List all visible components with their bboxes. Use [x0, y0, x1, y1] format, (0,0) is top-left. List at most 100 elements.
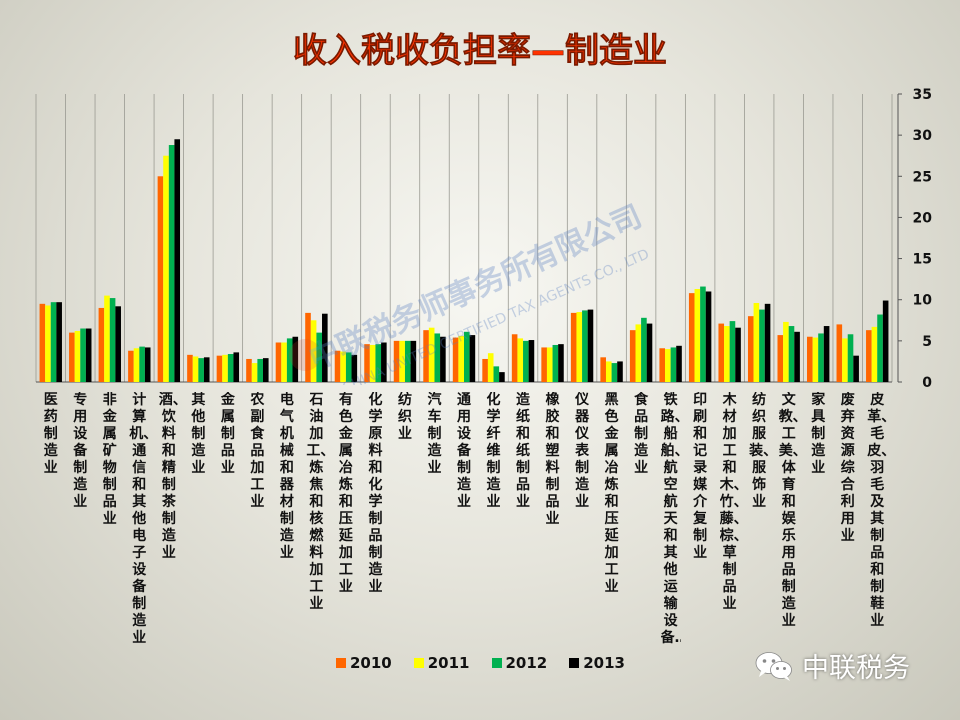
bar-2012-7	[257, 358, 263, 382]
bar-2011-27	[842, 338, 848, 382]
bar-2011-24	[753, 303, 760, 382]
bar-2010-19	[600, 357, 606, 382]
x-tick-label: 皮革、毛皮、羽毛及其制品和制鞋业	[867, 392, 887, 629]
bar-2012-20	[641, 317, 647, 382]
x-tick-label: 橡胶和塑料制品业	[545, 392, 560, 527]
y-axis: 0 5 10 15 20 25 30 35	[897, 87, 933, 391]
bar-2011-21	[665, 349, 671, 382]
legend-item-2013: 2013	[569, 654, 625, 672]
bar-2010-8	[275, 342, 282, 382]
bar-2013-17	[558, 344, 564, 382]
bar-2012-9	[316, 332, 323, 382]
x-tick-label: 黑色金属冶炼和压延加工业	[604, 392, 619, 595]
bar-2010-1	[69, 332, 75, 382]
x-tick-label: 家具制造业	[811, 392, 826, 476]
y-tick-label: 15	[913, 252, 932, 268]
bar-2013-3	[144, 347, 151, 382]
bar-2011-28	[871, 326, 878, 382]
y-tick-label: 30	[913, 128, 933, 144]
bar-2013-4	[174, 139, 181, 382]
legend: 2010 2011 2012 2013	[336, 654, 625, 672]
bar-2012-27	[847, 334, 854, 382]
bar-2012-21	[670, 347, 677, 382]
bar-2011-0	[45, 305, 51, 382]
y-tick-label: 25	[913, 169, 932, 185]
bar-2013-28	[882, 300, 889, 382]
brand-mark: 中联税务	[754, 646, 910, 685]
bar-2010-25	[777, 335, 784, 382]
y-tick-label: 35	[913, 87, 932, 103]
bar-2010-17	[541, 347, 547, 382]
bar-2011-9	[310, 320, 317, 382]
bar-2012-2	[109, 298, 116, 382]
bar-2011-20	[635, 324, 642, 382]
bar-2010-15	[482, 358, 488, 382]
bar-2013-22	[705, 291, 712, 382]
bar-2012-19	[611, 363, 618, 382]
bar-2013-6	[233, 352, 240, 382]
bar-2011-5	[192, 356, 199, 382]
bar-2013-5	[203, 357, 210, 382]
chart-title: 收入税收负担率—制造业	[293, 31, 667, 71]
bar-2011-3	[133, 348, 140, 382]
legend-swatch-2010	[336, 658, 346, 668]
bars	[39, 139, 889, 382]
x-tick-label: 计算机、通信和其他电子设备制造业	[129, 392, 149, 646]
x-tick-label: 废弃资源综合利用业	[840, 392, 855, 544]
bar-2011-18	[576, 312, 583, 382]
bar-2013-12	[410, 340, 417, 382]
bar-2010-21	[659, 348, 666, 382]
bar-2011-6	[222, 354, 228, 382]
bar-2011-1	[74, 330, 81, 382]
x-tick-label: 通用设备制造业	[457, 392, 471, 510]
bar-2012-28	[877, 314, 883, 382]
bar-2012-15	[493, 366, 500, 382]
x-tick-label: 电气机械和器材制造业	[279, 392, 294, 561]
legend-swatch-2011	[413, 658, 424, 668]
bar-2010-22	[688, 293, 695, 382]
bar-2013-23	[735, 327, 741, 382]
bar-2011-7	[251, 363, 258, 382]
x-tick-label: 纺织服装、服饰业	[749, 392, 769, 510]
bar-2011-19	[605, 361, 612, 382]
x-tick-label: 仪器仪表制造业	[575, 392, 590, 510]
bar-2012-24	[759, 309, 765, 382]
y-tick-label: 10	[913, 293, 933, 309]
bar-2012-14	[464, 331, 470, 382]
bar-2011-23	[724, 326, 730, 382]
bar-2012-8	[286, 338, 293, 382]
bar-2010-28	[866, 330, 872, 382]
bar-2013-1	[85, 328, 92, 382]
bar-2010-16	[511, 334, 518, 382]
x-tick-label: 文教、工美、体育和娱乐用品制造业	[778, 392, 799, 629]
bar-2010-24	[747, 316, 754, 382]
grid-lines	[35, 94, 893, 383]
bar-2013-9	[322, 313, 328, 382]
bar-2010-11	[364, 344, 370, 382]
bar-2010-14	[452, 337, 459, 382]
bar-2013-21	[676, 345, 682, 382]
x-tick-label: 化学原料和化学制品制造业	[368, 392, 383, 595]
bar-2011-22	[694, 289, 701, 382]
wechat-icon	[755, 651, 792, 681]
bar-2011-8	[281, 342, 287, 382]
bar-2012-12	[404, 340, 411, 382]
bar-2011-11	[369, 344, 376, 382]
legend-label-2012: 2012	[505, 654, 548, 672]
bar-2013-26	[823, 326, 830, 382]
bar-2011-25	[783, 321, 789, 382]
bar-2013-14	[469, 335, 476, 382]
bar-2010-10	[334, 350, 341, 382]
y-tick-label: 20	[913, 210, 933, 226]
x-tick-label: 专用设备制造业	[73, 392, 88, 510]
bar-2013-16	[528, 340, 535, 382]
bar-2010-26	[807, 336, 813, 382]
x-tick-label: 金属制品业	[220, 392, 235, 476]
bar-2010-2	[98, 307, 105, 382]
bar-2013-18	[587, 309, 594, 382]
bar-2013-2	[115, 306, 121, 382]
bar-2013-11	[381, 342, 387, 382]
bar-2012-6	[227, 354, 234, 382]
x-tick-label: 其他制造业	[191, 392, 206, 476]
legend-item-2011: 2011	[413, 654, 470, 672]
